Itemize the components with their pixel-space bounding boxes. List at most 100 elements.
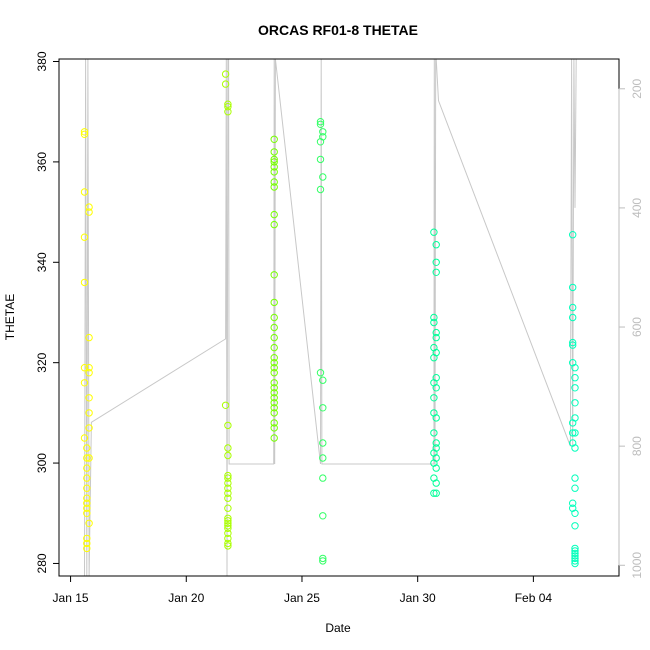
data-point bbox=[270, 323, 278, 332]
data-point bbox=[270, 394, 278, 402]
data-point bbox=[571, 444, 579, 452]
data-point bbox=[569, 499, 577, 507]
data-point bbox=[432, 439, 440, 447]
data-point bbox=[430, 318, 438, 327]
data-point bbox=[569, 341, 577, 349]
data-point bbox=[432, 454, 440, 462]
data-point bbox=[224, 489, 232, 497]
data-point bbox=[85, 394, 93, 402]
data-point bbox=[319, 554, 327, 563]
data-point bbox=[270, 168, 278, 176]
data-point bbox=[224, 484, 232, 492]
data-point bbox=[571, 559, 579, 568]
data-point bbox=[224, 444, 232, 452]
data-point bbox=[224, 494, 232, 502]
data-point bbox=[430, 489, 438, 497]
x-tick-label: Jan 15 bbox=[53, 591, 89, 605]
data-point bbox=[316, 118, 325, 126]
data-point bbox=[569, 283, 577, 292]
data-point bbox=[270, 343, 278, 352]
data-point bbox=[85, 424, 93, 432]
data-point bbox=[224, 504, 232, 512]
data-point bbox=[270, 163, 278, 171]
data-point bbox=[270, 298, 278, 307]
data-point bbox=[83, 454, 91, 462]
data-point bbox=[270, 409, 278, 417]
y-tick-label: 380 bbox=[35, 51, 49, 71]
data-point bbox=[569, 429, 577, 437]
data-point bbox=[432, 489, 440, 497]
series-rf04 bbox=[316, 118, 327, 565]
data-point bbox=[270, 220, 278, 229]
data-point bbox=[319, 454, 327, 462]
data-point bbox=[319, 128, 327, 136]
data-point bbox=[430, 394, 438, 402]
x-axis: Jan 15 Jan 20 Jan 25 Jan 30 Feb 04 bbox=[53, 575, 552, 605]
data-point bbox=[270, 359, 278, 367]
x-axis-label: Date bbox=[325, 621, 351, 635]
data-point bbox=[316, 185, 325, 194]
data-point bbox=[270, 399, 278, 407]
data-point bbox=[432, 328, 440, 337]
data-point bbox=[224, 100, 232, 108]
pressure-layer bbox=[84, 58, 577, 577]
data-point bbox=[224, 542, 232, 550]
data-point bbox=[571, 429, 579, 437]
data-point bbox=[270, 333, 278, 342]
data-point bbox=[430, 429, 438, 437]
data-point bbox=[571, 557, 579, 565]
data-point bbox=[80, 434, 89, 442]
data-point bbox=[432, 374, 440, 382]
x-tick-label: Jan 20 bbox=[168, 591, 204, 605]
data-point bbox=[224, 517, 232, 525]
data-point bbox=[571, 544, 579, 553]
series-rf05 bbox=[430, 228, 440, 497]
series-rf06 bbox=[569, 231, 579, 568]
data-point bbox=[270, 434, 278, 442]
data-point bbox=[83, 499, 91, 507]
data-point bbox=[224, 524, 232, 532]
data-point bbox=[270, 384, 278, 392]
data-point bbox=[316, 120, 325, 129]
data-point bbox=[85, 333, 93, 342]
y-tick-label: 300 bbox=[35, 453, 49, 473]
y-tick-label: 280 bbox=[35, 553, 49, 573]
data-point bbox=[432, 258, 440, 266]
x-tick-label: Jan 25 bbox=[284, 591, 320, 605]
data-point bbox=[80, 278, 89, 287]
data-point bbox=[270, 158, 278, 166]
data-point bbox=[270, 155, 278, 164]
data-point bbox=[432, 348, 440, 357]
data-point bbox=[571, 547, 579, 555]
data-point bbox=[571, 384, 579, 392]
data-point bbox=[221, 80, 230, 88]
data-point bbox=[83, 444, 91, 452]
data-point bbox=[319, 133, 327, 141]
data-point bbox=[432, 414, 440, 422]
data-point bbox=[432, 333, 440, 342]
data-point bbox=[224, 534, 232, 543]
data-point bbox=[571, 554, 579, 563]
y2-axis: 200 400 600 800 1000 bbox=[618, 78, 644, 579]
data-point bbox=[270, 135, 278, 144]
data-point bbox=[83, 539, 91, 548]
data-point bbox=[83, 494, 91, 502]
x-tick-label: Jan 30 bbox=[400, 591, 436, 605]
data-point bbox=[319, 474, 327, 482]
y-tick-label: 320 bbox=[35, 352, 49, 372]
data-point bbox=[571, 484, 579, 492]
chart-title: ORCAS RF01-8 THETAE bbox=[258, 22, 418, 38]
data-point bbox=[83, 544, 91, 553]
y2-tick-label: 800 bbox=[630, 436, 644, 456]
data-point bbox=[316, 155, 325, 164]
y-axis-label: THETAE bbox=[3, 294, 17, 340]
data-point bbox=[83, 474, 91, 482]
data-point bbox=[571, 549, 579, 558]
data-point bbox=[571, 374, 579, 382]
data-point bbox=[270, 379, 278, 387]
y2-tick-label: 400 bbox=[630, 198, 644, 218]
data-point bbox=[224, 479, 232, 487]
data-point bbox=[432, 384, 440, 392]
data-point bbox=[270, 389, 278, 397]
